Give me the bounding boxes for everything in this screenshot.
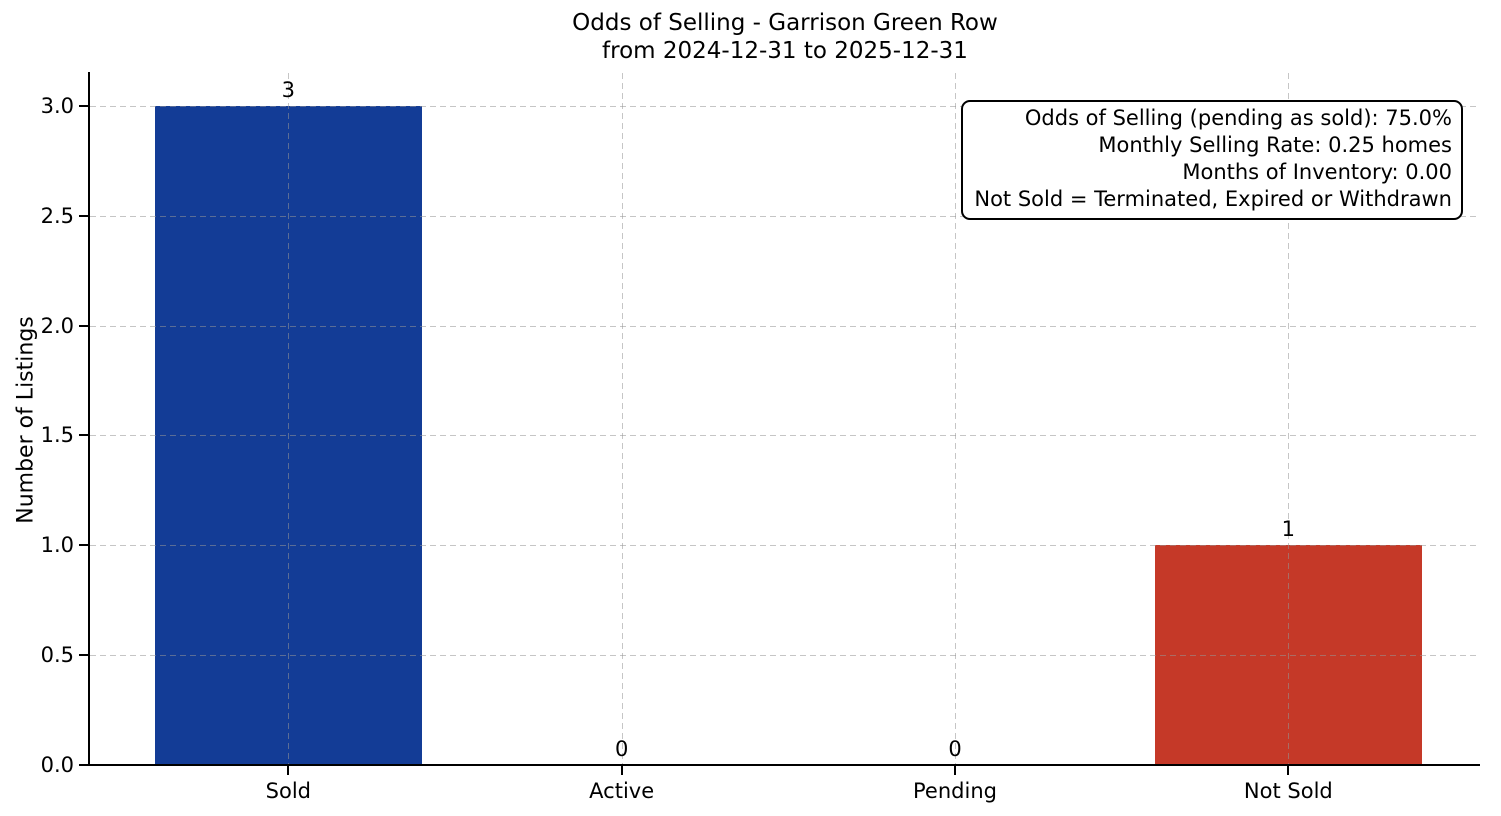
y-axis-label: Number of Listings <box>13 316 39 524</box>
chart-title-line2: from 2024-12-31 to 2025-12-31 <box>602 38 968 64</box>
horizontal-gridline <box>90 215 1480 217</box>
annotation-not-sold-definition: Not Sold = Terminated, Expired or Withdr… <box>974 187 1452 211</box>
y-tick-mark <box>79 434 88 437</box>
x-tick-mark <box>287 766 290 775</box>
annotation-odds-of-selling: Odds of Selling (pending as sold): 75.0% <box>1024 106 1452 130</box>
y-tick-label: 2.5 <box>40 203 74 228</box>
y-tick-label: 0.5 <box>40 643 74 668</box>
x-tick-label: Active <box>589 779 655 803</box>
x-tick-label: Pending <box>913 779 997 803</box>
horizontal-gridline <box>90 325 1480 327</box>
y-tick-label: 3.0 <box>40 93 74 118</box>
y-tick-label: 1.5 <box>40 423 74 448</box>
x-tick-mark <box>1287 766 1290 775</box>
x-tick-mark <box>954 766 956 775</box>
y-tick-mark <box>79 324 88 327</box>
bar-value-label: 1 <box>1281 517 1296 542</box>
y-tick-label: 2.0 <box>40 313 74 338</box>
bar-value-label: 0 <box>614 737 629 761</box>
horizontal-gridline <box>90 435 1480 437</box>
y-tick-mark <box>79 654 88 657</box>
vertical-gridline <box>288 73 290 765</box>
annotation-months-of-inventory: Months of Inventory: 0.00 <box>1182 160 1452 184</box>
y-tick-label: 1.0 <box>40 533 74 558</box>
chart-title: Odds of Selling - Garrison Green Row fro… <box>90 9 1480 65</box>
x-tick-label: Sold <box>265 779 311 803</box>
horizontal-gridline <box>90 545 1480 547</box>
plot-area: 3 0 0 1 <box>90 73 1480 765</box>
x-axis-spine <box>88 764 1480 766</box>
y-tick-mark <box>79 544 88 547</box>
y-tick-mark <box>79 764 88 766</box>
chart-title-line1: Odds of Selling - Garrison Green Row <box>572 10 998 36</box>
horizontal-gridline <box>90 105 1480 107</box>
bar-value-label: 0 <box>948 737 962 761</box>
bar-value-label: 3 <box>281 77 296 102</box>
vertical-gridline <box>1288 73 1290 765</box>
annotation-monthly-selling-rate: Monthly Selling Rate: 0.25 homes <box>1098 133 1452 157</box>
x-tick-label: Not Sold <box>1243 779 1333 803</box>
vertical-gridline <box>955 73 956 765</box>
stats-annotation-box: Odds of Selling (pending as sold): 75.0%… <box>961 100 1463 220</box>
y-tick-label: 0.0 <box>40 753 74 777</box>
y-axis-spine <box>88 72 90 766</box>
x-tick-mark <box>620 766 623 775</box>
y-tick-mark <box>79 104 88 107</box>
horizontal-gridline <box>90 655 1480 657</box>
y-tick-mark <box>79 214 88 217</box>
vertical-gridline <box>621 73 623 765</box>
